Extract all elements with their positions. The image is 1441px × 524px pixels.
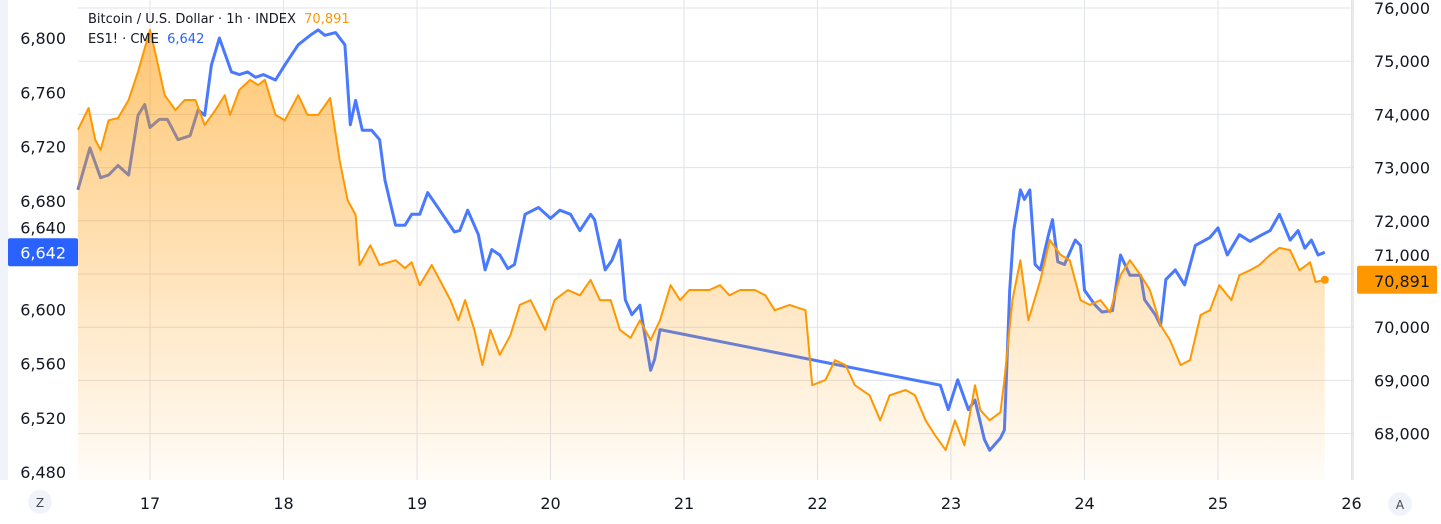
left-axis-tick-label: 6,800 xyxy=(20,29,66,48)
auto-scale-left-button[interactable] xyxy=(28,490,52,514)
right-axis-tick-label: 71,000 xyxy=(1374,246,1430,265)
x-tick-label: 22 xyxy=(807,494,827,513)
right-axis-tick-label: 76,000 xyxy=(1374,0,1430,18)
left-axis-tick-label: 6,480 xyxy=(20,463,66,482)
x-tick-label: 26 xyxy=(1341,494,1361,513)
legend-btc[interactable]: Bitcoin / U.S. Dollar · 1h · INDEX 70,89… xyxy=(88,10,350,30)
auto-scale-right-label: A xyxy=(1396,498,1405,512)
auto-scale-left-label: Z xyxy=(36,496,44,510)
x-tick-label: 21 xyxy=(674,494,694,513)
x-tick-label: 19 xyxy=(407,494,427,513)
x-tick-label: 20 xyxy=(540,494,560,513)
right-axis-tick-label: 73,000 xyxy=(1374,159,1430,178)
es-price-badge xyxy=(8,238,78,267)
right-axis-tick-label: 70,000 xyxy=(1374,318,1430,337)
x-tick-label: 17 xyxy=(140,494,160,513)
es-price-badge-label: 6,642 xyxy=(20,243,66,262)
left-axis-tick-label: 6,520 xyxy=(20,409,66,428)
x-tick-label: 25 xyxy=(1208,494,1228,513)
legend-btc-label: Bitcoin / U.S. Dollar · 1h · INDEX xyxy=(88,12,296,27)
legend-es[interactable]: ES1! · CME 6,642 xyxy=(88,30,350,50)
btc-price-badge-label: 70,891 xyxy=(1374,272,1430,291)
x-tick-label: 23 xyxy=(941,494,961,513)
left-axis-tick-label: 6,640 xyxy=(20,218,66,237)
btc-line xyxy=(77,28,1326,452)
left-edge xyxy=(0,0,8,480)
right-axis-tick-label: 68,000 xyxy=(1374,425,1430,444)
btc-price-badge xyxy=(1357,265,1437,294)
right-axis-tick-label: 75,000 xyxy=(1374,52,1430,71)
legend-es-value: 6,642 xyxy=(167,32,205,47)
auto-scale-right-button[interactable] xyxy=(1388,492,1412,516)
x-tick-label: 18 xyxy=(273,494,293,513)
btc-series xyxy=(77,28,1329,481)
x-tick-label: 24 xyxy=(1074,494,1094,513)
legend-btc-value: 70,891 xyxy=(304,12,350,27)
legend-es-label: ES1! · CME xyxy=(88,32,159,47)
left-axis-tick-label: 6,720 xyxy=(20,138,66,157)
left-axis-tick-label: 6,760 xyxy=(20,83,66,102)
left-axis-tick-label: 6,600 xyxy=(20,300,66,319)
btc-area-fill xyxy=(77,29,1325,481)
right-axis-tick-label: 74,000 xyxy=(1374,105,1430,124)
left-axis-tick-label: 6,560 xyxy=(20,355,66,374)
left-axis-tick-label: 6,680 xyxy=(20,192,66,211)
right-axis-tick-label: 69,000 xyxy=(1374,371,1430,390)
right-axis-tick-label: 72,000 xyxy=(1374,212,1430,231)
btc-last-point xyxy=(1320,275,1329,284)
legend: Bitcoin / U.S. Dollar · 1h · INDEX 70,89… xyxy=(88,10,350,50)
